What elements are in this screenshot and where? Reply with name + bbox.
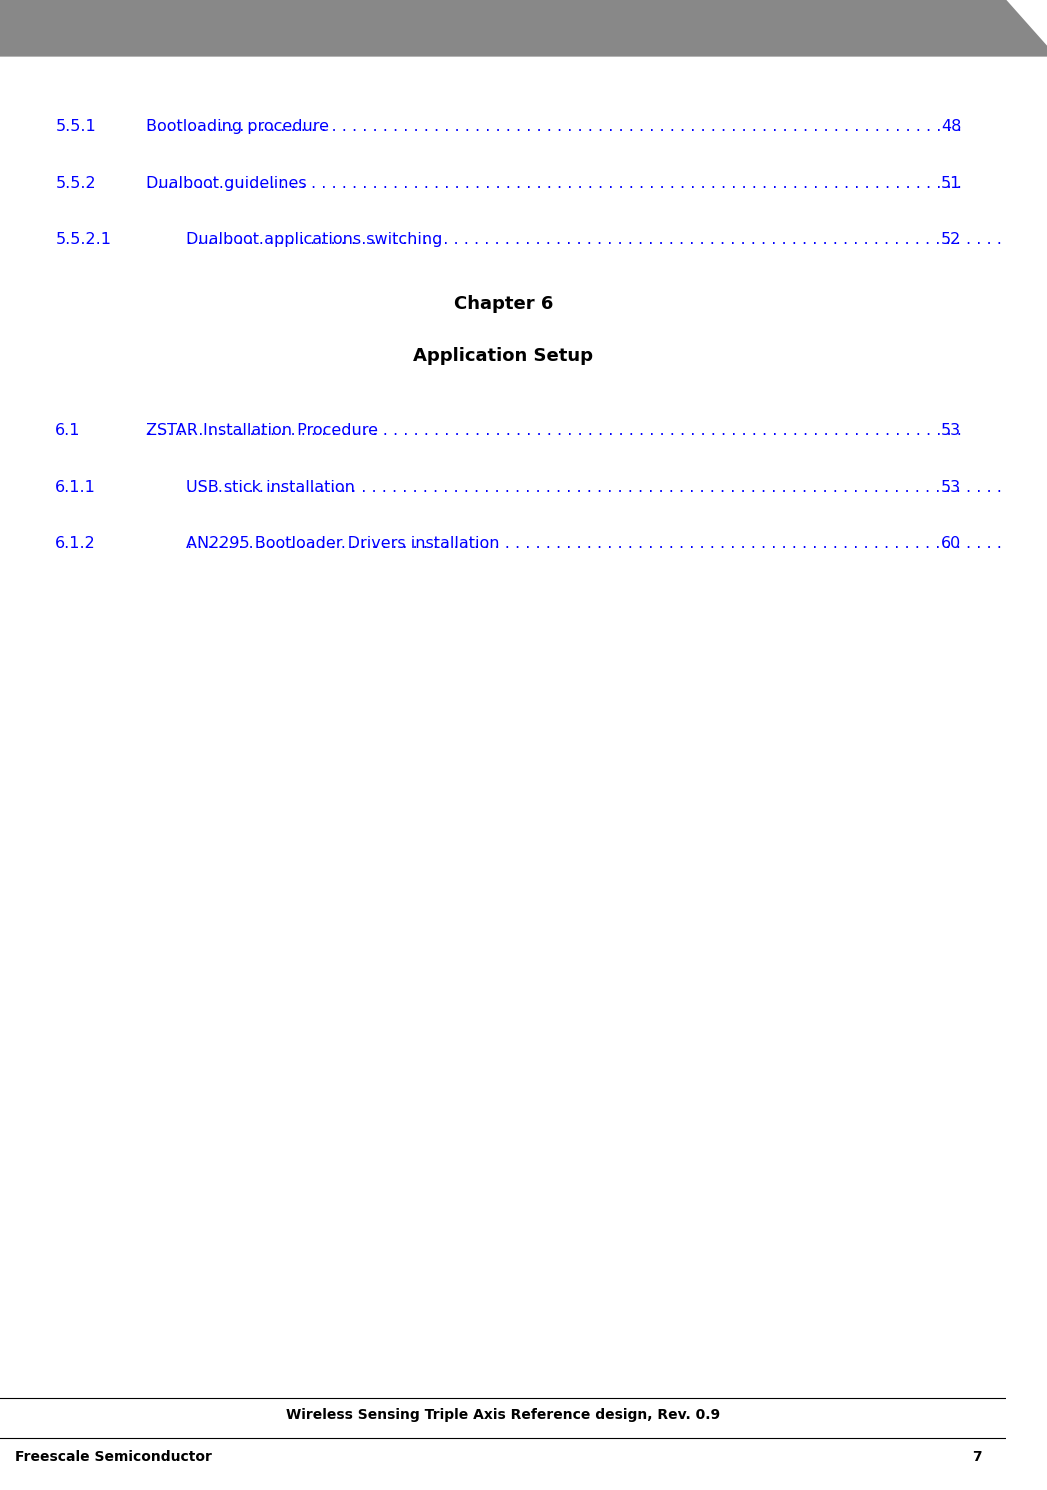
Text: . . . . . . . . . . . . . . . . . . . . . . . . . . . . . . . . . . . . . . . . : . . . . . . . . . . . . . . . . . . . . …	[147, 176, 967, 191]
Text: Dualboot applications switching: Dualboot applications switching	[186, 232, 443, 247]
Text: Dualboot guidelines: Dualboot guidelines	[146, 176, 307, 191]
Text: . . . . . . . . . . . . . . . . . . . . . . . . . . . . . . . . . . . . . . . . : . . . . . . . . . . . . . . . . . . . . …	[187, 536, 1007, 551]
Polygon shape	[0, 0, 1047, 57]
Text: USB stick installation: USB stick installation	[186, 480, 355, 495]
Text: 6.1.1: 6.1.1	[55, 480, 96, 495]
Text: . . . . . . . . . . . . . . . . . . . . . . . . . . . . . . . . . . . . . . . . : . . . . . . . . . . . . . . . . . . . . …	[147, 423, 967, 438]
Text: . . . . . . . . . . . . . . . . . . . . . . . . . . . . . . . . . . . . . . . . : . . . . . . . . . . . . . . . . . . . . …	[187, 232, 1007, 247]
Text: ZSTAR Installation Procedure: ZSTAR Installation Procedure	[146, 423, 378, 438]
Text: . . . . . . . . . . . . . . . . . . . . . . . . . . . . . . . . . . . . . . . . : . . . . . . . . . . . . . . . . . . . . …	[187, 480, 1007, 495]
Text: 51: 51	[941, 176, 961, 191]
Text: 6.1: 6.1	[55, 423, 81, 438]
Text: Freescale Semiconductor: Freescale Semiconductor	[15, 1450, 211, 1465]
Text: Wireless Sensing Triple Axis Reference design, Rev. 0.9: Wireless Sensing Triple Axis Reference d…	[286, 1408, 720, 1423]
Text: 7: 7	[972, 1450, 981, 1465]
Text: 53: 53	[941, 423, 961, 438]
Text: 6.1.2: 6.1.2	[55, 536, 96, 551]
Text: Bootloading procedure: Bootloading procedure	[146, 119, 329, 134]
Text: 53: 53	[941, 480, 961, 495]
Text: 5.5.2: 5.5.2	[55, 176, 96, 191]
Text: 52: 52	[941, 232, 961, 247]
Text: Application Setup: Application Setup	[414, 347, 594, 365]
Text: . . . . . . . . . . . . . . . . . . . . . . . . . . . . . . . . . . . . . . . . : . . . . . . . . . . . . . . . . . . . . …	[147, 119, 967, 134]
Text: 5.5.1: 5.5.1	[55, 119, 96, 134]
Text: 5.5.2.1: 5.5.2.1	[55, 232, 111, 247]
Text: 48: 48	[941, 119, 961, 134]
Text: 60: 60	[941, 536, 961, 551]
Text: AN2295 Bootloader Drivers installation: AN2295 Bootloader Drivers installation	[186, 536, 499, 551]
Text: Chapter 6: Chapter 6	[453, 295, 553, 313]
